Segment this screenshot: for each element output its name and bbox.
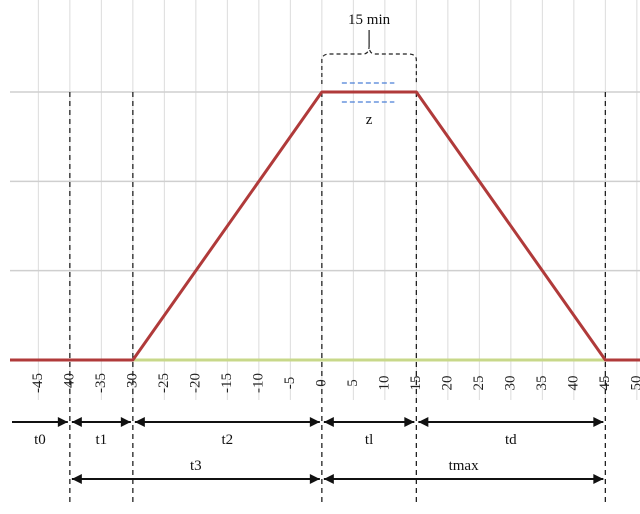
series-line	[10, 90, 640, 362]
x-tick-label: 5	[345, 379, 361, 387]
x-tick-label: -5	[282, 377, 298, 390]
arrow-head	[57, 417, 68, 427]
arrow-head	[120, 417, 131, 427]
x-tick-label: 10	[376, 376, 392, 391]
arrow-head	[593, 474, 604, 484]
arrow-head	[404, 417, 415, 427]
x-tick-label: 0	[313, 379, 329, 387]
x-tick-label: -30	[124, 373, 140, 393]
x-tick-label: 50	[628, 376, 640, 391]
x-tick-label: 40	[565, 376, 581, 391]
interval-label: td	[505, 432, 517, 448]
arrow-head	[134, 417, 145, 427]
interval-row1-item: td	[418, 417, 604, 448]
interval-label: tl	[365, 432, 373, 448]
x-tick-label: -20	[187, 373, 203, 393]
plateau-label: z	[366, 112, 373, 128]
x-tick-label: -10	[250, 373, 266, 393]
interval-row2-item: t3	[71, 458, 320, 484]
arrow-head	[323, 417, 334, 427]
x-tick-label: -40	[61, 373, 77, 393]
x-tick-label: 35	[534, 376, 550, 391]
interval-label: t2	[222, 432, 234, 448]
arrow-head	[593, 417, 604, 427]
arrow-head	[71, 417, 82, 427]
interval-rows: t0 t1 t2 tl td t3 tmax	[12, 417, 604, 484]
arrow-head	[71, 474, 82, 484]
arrow-head	[309, 474, 320, 484]
x-tick-label: -15	[219, 373, 235, 393]
interval-label: t3	[190, 458, 202, 474]
x-tick-label: 25	[471, 376, 487, 391]
interval-row2-item: tmax	[323, 458, 604, 484]
grid	[10, 0, 640, 400]
series	[10, 82, 640, 362]
interval-label: t1	[96, 432, 108, 448]
interval-label: tmax	[449, 458, 479, 474]
vertical-markers	[69, 92, 606, 505]
x-tick-label: -45	[30, 373, 46, 393]
annotations: 15 min z	[321, 12, 417, 128]
x-tick-label: 20	[439, 376, 455, 391]
arrow-head	[418, 417, 429, 427]
x-tick-labels: -45 -40 -35 -30 -25 -20 -15 -10 -5 0 5 10 15 20 25 30 35…	[30, 373, 640, 393]
interval-label: t0	[34, 432, 46, 448]
arrow-head	[323, 474, 334, 484]
x-tick-label: -35	[93, 373, 109, 393]
duration-brace	[321, 45, 417, 84]
interval-row1-item: t0	[12, 417, 68, 448]
interval-row1-item: tl	[323, 417, 415, 448]
x-tick-label: 15	[408, 376, 424, 391]
interval-row1-item: t2	[134, 417, 320, 448]
arrow-head	[309, 417, 320, 427]
x-tick-label: -25	[156, 373, 172, 393]
interval-row1-item: t1	[71, 417, 131, 448]
x-tick-label: 45	[597, 376, 613, 391]
x-tick-label: 30	[502, 376, 518, 391]
duration-label: 15 min	[348, 12, 391, 28]
